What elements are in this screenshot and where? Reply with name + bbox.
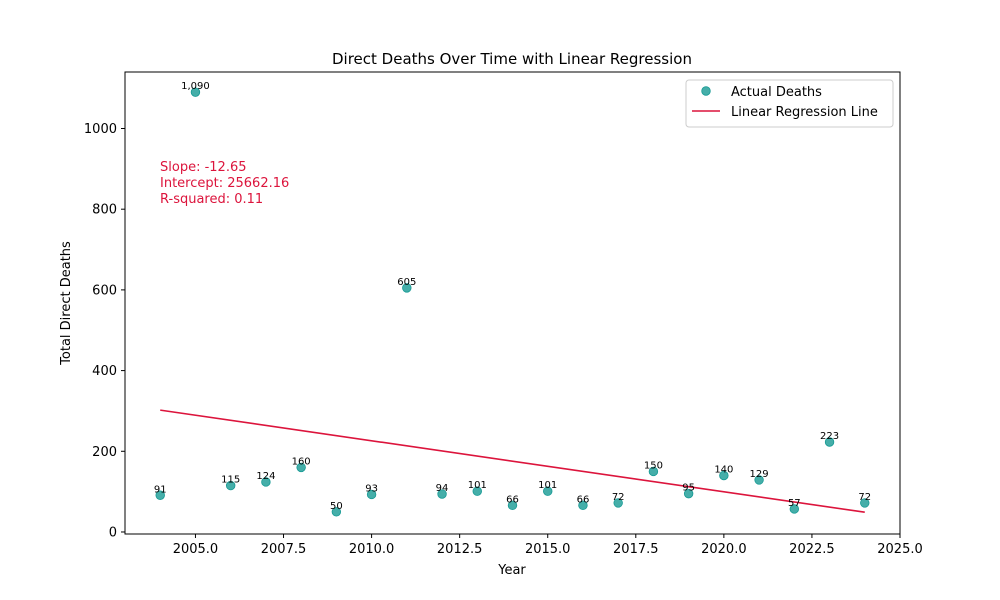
- data-point: [225, 480, 236, 491]
- data-point: [719, 470, 729, 481]
- data-point: [261, 477, 271, 487]
- data-point: [789, 504, 800, 514]
- data-point: [543, 486, 553, 496]
- data-point-label: 94: [436, 483, 449, 494]
- data-point-label: 95: [682, 483, 695, 494]
- data-point-label: 50: [330, 501, 343, 512]
- plot-marks: 91 1,090 115 124 160 50 93 605 94 101 66 101 66 72 150…: [154, 81, 871, 517]
- regression-line: [160, 409, 865, 514]
- annotation-line: Slope: -12.65: [160, 160, 247, 175]
- data-point-label: 93: [365, 483, 378, 494]
- data-point-label: 101: [468, 480, 487, 491]
- y-tick-label: 200: [92, 445, 117, 460]
- data-point-label: 150: [644, 460, 663, 471]
- x-axis-label: Year: [497, 563, 526, 578]
- data-point-label: 72: [858, 492, 871, 503]
- x-tick-label: 2017.5: [613, 542, 659, 557]
- data-point-label: 140: [714, 464, 733, 475]
- y-tick-label: 800: [92, 203, 117, 218]
- data-point-label: 1,090: [181, 81, 210, 92]
- data-point-label: 129: [750, 469, 769, 480]
- data-point: [366, 489, 377, 500]
- data-point: [190, 87, 201, 97]
- legend-label-regression-line: Linear Regression Line: [731, 105, 878, 120]
- data-point: [613, 498, 623, 508]
- x-tick-label: 2012.5: [437, 542, 483, 557]
- data-point-label: 160: [292, 456, 311, 467]
- data-point: [402, 283, 412, 293]
- plot-frame: [124, 71, 901, 535]
- x-tick-label: 2005.0: [173, 542, 219, 557]
- annotation-line: R-squared: 0.11: [160, 192, 263, 207]
- data-point: [683, 488, 694, 499]
- data-point-label: 115: [221, 475, 240, 486]
- data-point-label: 101: [538, 480, 557, 491]
- data-point-label: 72: [612, 492, 625, 503]
- data-point-label: 223: [820, 431, 839, 442]
- x-tick-label: 2025.0: [877, 542, 923, 557]
- data-point-label: 66: [577, 494, 590, 505]
- annotation-line: Intercept: 25662.16: [160, 176, 289, 191]
- x-tick-label: 2007.5: [261, 542, 307, 557]
- x-tick-label: 2015.0: [525, 542, 571, 557]
- data-point: [472, 486, 482, 496]
- data-point: [824, 437, 835, 447]
- chart-title: Direct Deaths Over Time with Linear Regr…: [332, 50, 692, 68]
- data-point: [754, 475, 764, 485]
- legend-label-actual-deaths: Actual Deaths: [731, 85, 822, 100]
- legend-box: [685, 79, 894, 128]
- data-point: [648, 466, 659, 477]
- x-tick-label: 2010.0: [349, 542, 395, 557]
- data-point: [296, 462, 306, 473]
- y-tick-label: 0: [109, 525, 117, 540]
- y-tick-label: 1000: [84, 122, 117, 137]
- data-point: [331, 507, 342, 517]
- legend-marker-actual-deaths: [701, 86, 711, 96]
- data-point: [155, 490, 165, 500]
- x-tick-label: 2020.0: [701, 542, 747, 557]
- data-point: [860, 498, 870, 508]
- data-point-label: 57: [788, 498, 801, 509]
- legend: Actual Deaths Linear Regression Line: [685, 79, 894, 128]
- data-point-label: 91: [154, 484, 167, 495]
- y-axis: 0 200 400 600 800 1000: [84, 122, 125, 540]
- data-point-label: 605: [397, 277, 416, 288]
- data-point-label: 66: [506, 494, 519, 505]
- y-tick-label: 600: [92, 283, 117, 298]
- data-point: [437, 489, 447, 499]
- data-point: [507, 500, 518, 511]
- data-point-label: 124: [256, 471, 275, 482]
- x-axis: 2005.0 2007.5 2010.0 2012.5 2015.0 2017.5 2020…: [173, 534, 923, 557]
- y-axis-label: Total Direct Deaths: [59, 241, 74, 366]
- y-tick-label: 400: [92, 364, 117, 379]
- x-tick-label: 2022.5: [789, 542, 835, 557]
- data-point: [578, 500, 588, 511]
